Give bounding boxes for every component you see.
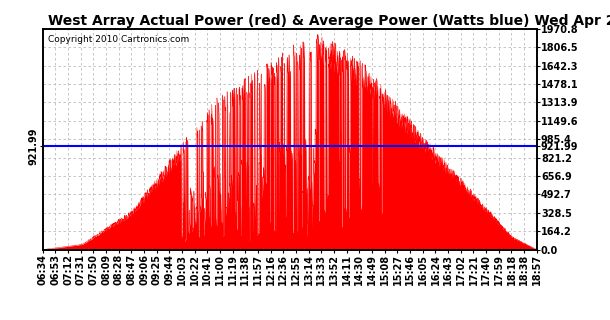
Text: Copyright 2010 Cartronics.com: Copyright 2010 Cartronics.com — [48, 36, 189, 44]
Text: West Array Actual Power (red) & Average Power (Watts blue) Wed Apr 21 19:18: West Array Actual Power (red) & Average … — [48, 14, 610, 28]
